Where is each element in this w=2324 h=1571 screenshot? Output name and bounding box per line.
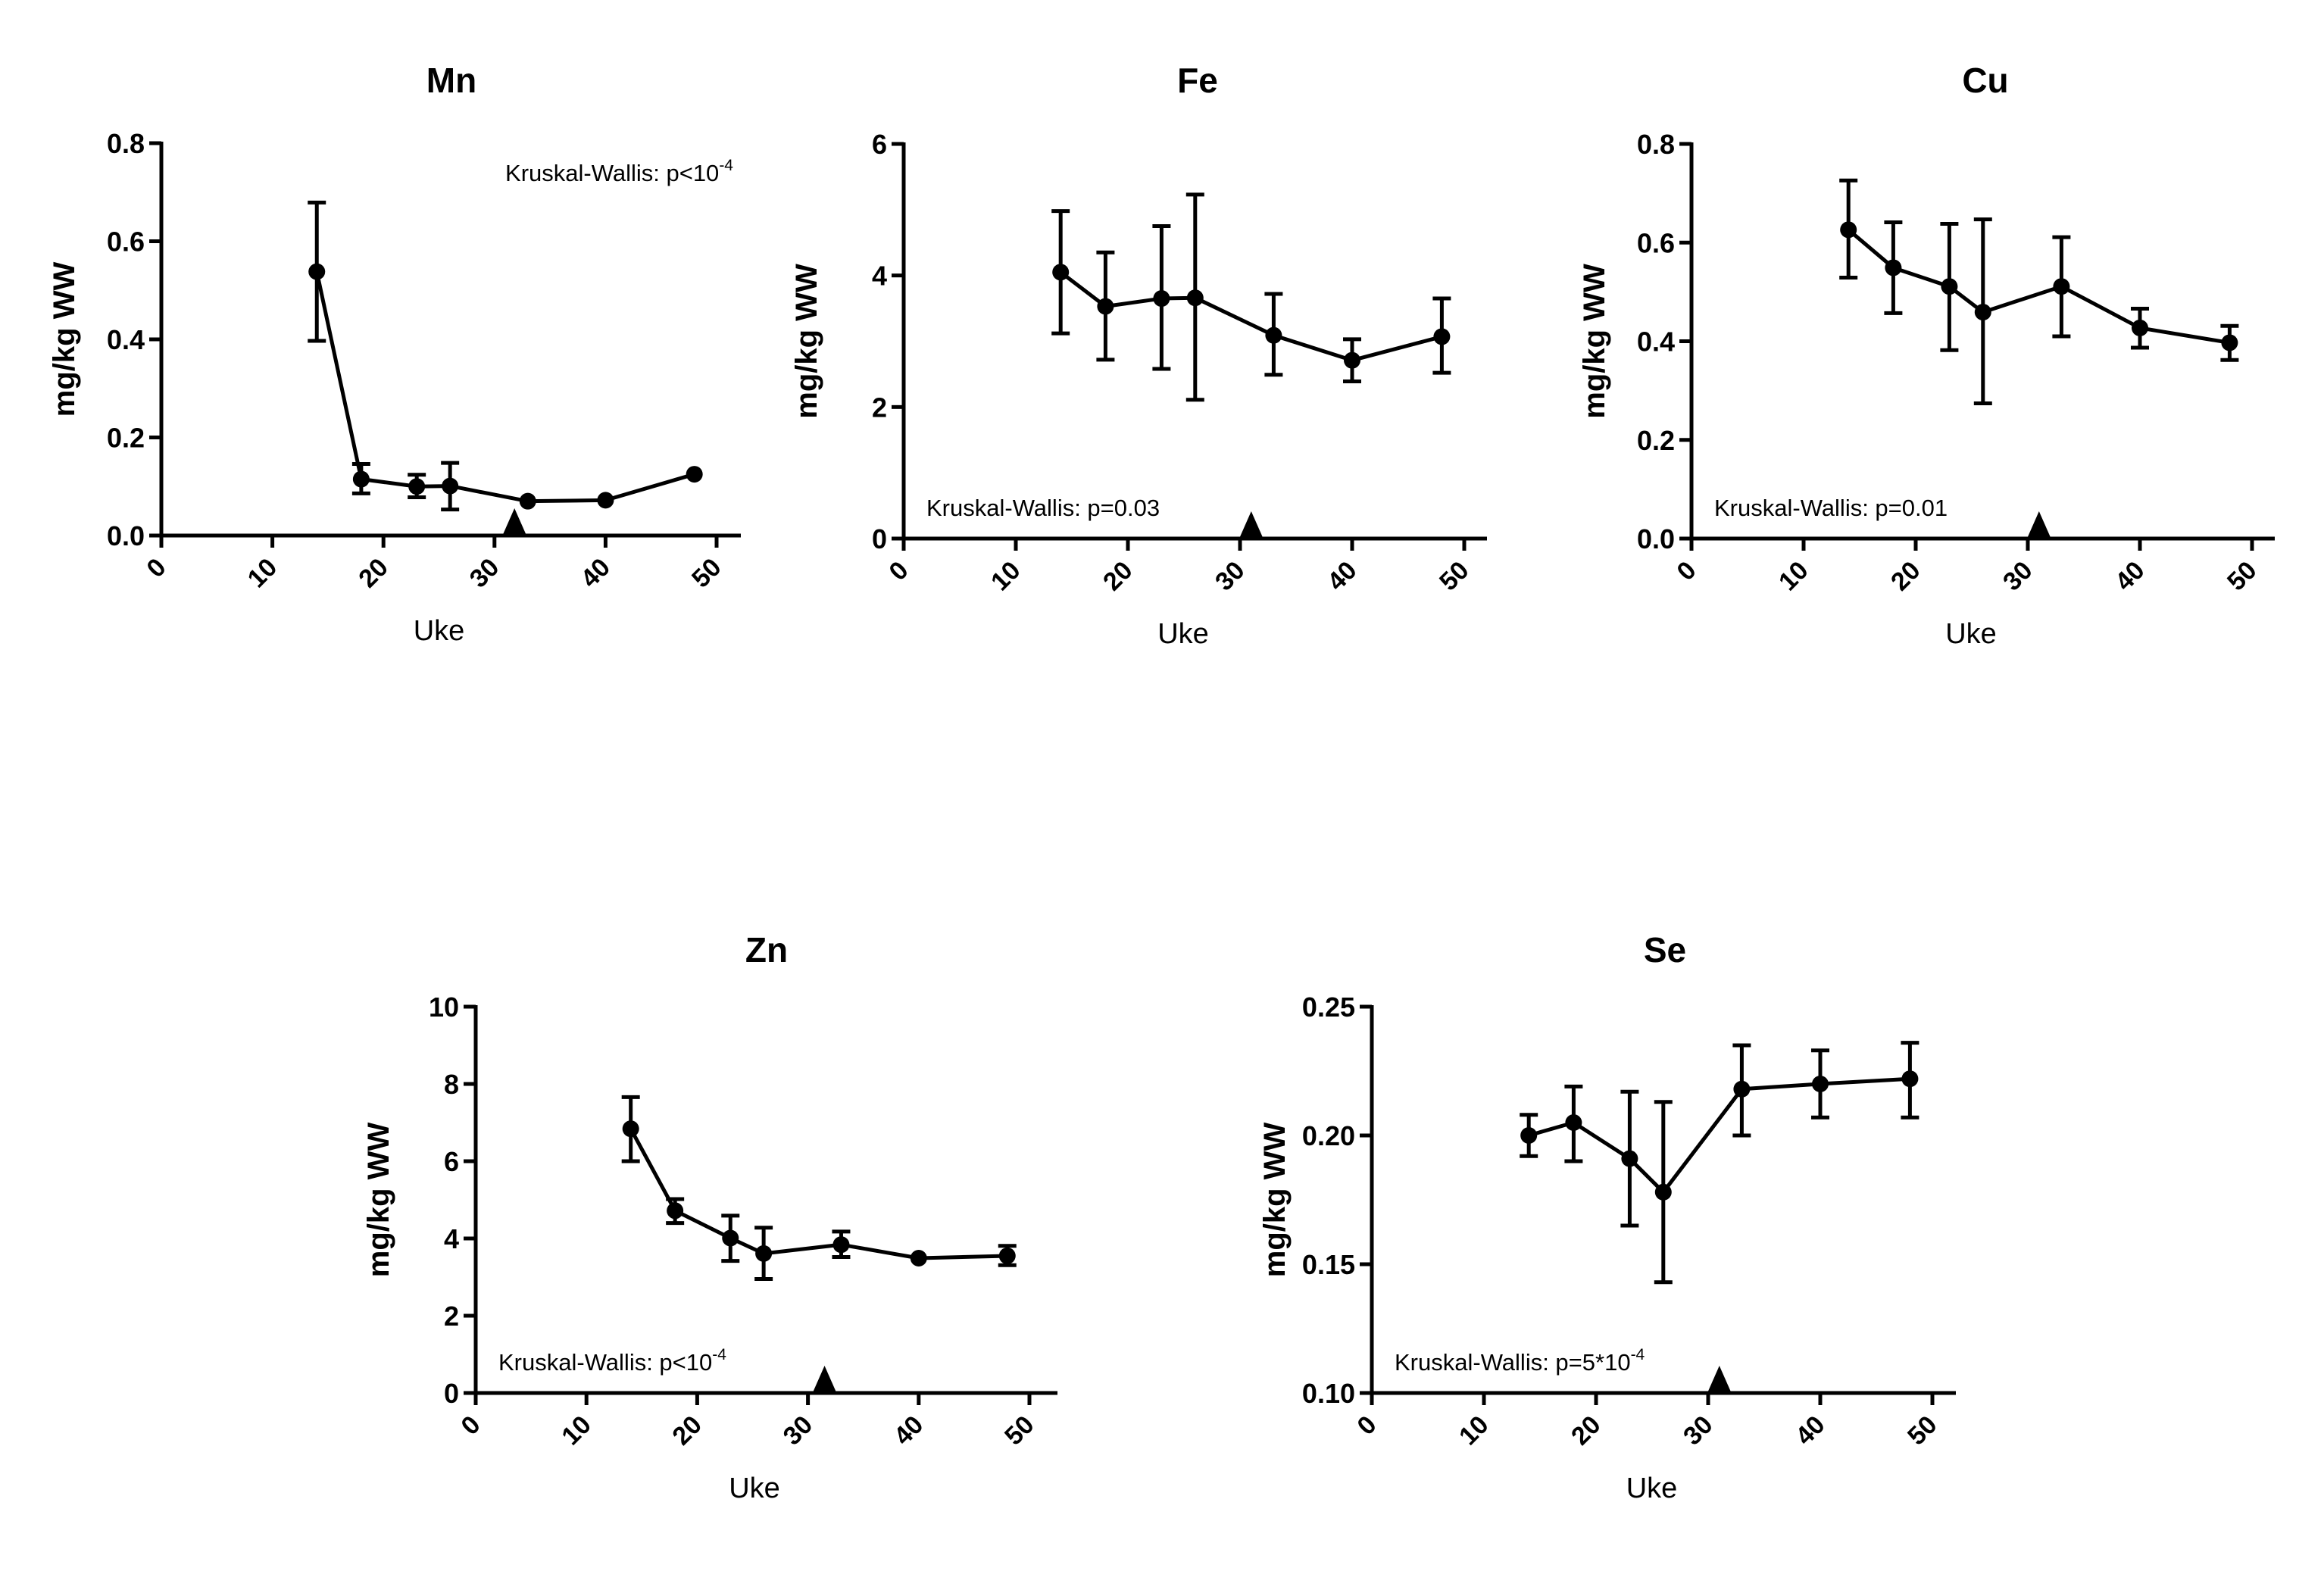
annotation-superscript: -4 — [712, 1346, 726, 1363]
x-axis-label: Uke — [414, 615, 465, 647]
data-point — [998, 1247, 1016, 1264]
kruskal-wallis-annotation: Kruskal-Wallis: p=0.01 — [1714, 495, 1948, 521]
y-tick-label: 0.2 — [1637, 425, 1675, 456]
data-point — [308, 263, 326, 280]
chart-title: Se — [1644, 930, 1686, 970]
data-point — [1097, 298, 1114, 315]
data-point — [832, 1236, 850, 1254]
data-point — [1812, 1076, 1829, 1092]
y-axis-label: mg/kg WW — [1578, 264, 1611, 419]
annotation-text: Kruskal-Wallis: p=0.03 — [926, 495, 1160, 521]
data-point — [910, 1250, 927, 1267]
data-point — [597, 492, 614, 509]
y-tick-label: 0.20 — [1302, 1120, 1355, 1151]
triangle-marker-icon — [503, 508, 526, 534]
chart-title: Zn — [745, 930, 788, 970]
data-point — [686, 466, 703, 483]
x-axis-label: Uke — [1626, 1473, 1678, 1504]
x-axis-label: Uke — [1945, 618, 1997, 650]
data-point — [1654, 1183, 1672, 1201]
data-point — [722, 1229, 739, 1247]
data-point — [2053, 278, 2070, 295]
y-tick-label: 4 — [444, 1223, 459, 1254]
data-point — [1433, 328, 1451, 345]
y-tick-label: 0.0 — [1637, 523, 1675, 554]
data-point — [1186, 289, 1204, 307]
data-point — [1565, 1114, 1582, 1131]
data-point — [408, 478, 426, 495]
triangle-marker-icon — [813, 1366, 836, 1391]
y-tick-label: 0.15 — [1302, 1249, 1355, 1280]
data-point — [2132, 319, 2148, 336]
x-axis-label: Uke — [729, 1473, 780, 1504]
annotation-superscript: -4 — [1631, 1346, 1645, 1363]
y-tick-label: 0.25 — [1302, 992, 1355, 1023]
y-tick-label: 0.8 — [1637, 129, 1675, 160]
y-tick-label: 0.6 — [107, 226, 145, 258]
data-point — [1885, 259, 1902, 276]
data-point — [1265, 326, 1282, 344]
y-tick-label: 0.8 — [107, 128, 145, 159]
data-point — [1901, 1070, 1919, 1088]
y-tick-label: 0 — [444, 1378, 459, 1409]
data-point — [442, 477, 459, 495]
y-tick-label: 6 — [444, 1146, 459, 1177]
y-axis-label: mg/kg WW — [48, 262, 81, 417]
y-axis-label: mg/kg WW — [790, 264, 823, 419]
data-point — [2221, 334, 2238, 351]
annotation-text: Kruskal-Wallis: p=5*10 — [1395, 1349, 1631, 1376]
y-tick-label: 0.10 — [1302, 1378, 1355, 1409]
y-tick-label: 0 — [872, 523, 887, 554]
triangle-marker-icon — [1239, 511, 1263, 537]
y-tick-label: 0.2 — [107, 423, 145, 454]
annotation-text: Kruskal-Wallis: p<10 — [498, 1349, 712, 1376]
data-point — [1733, 1080, 1751, 1098]
annotation-text: Kruskal-Wallis: p<10 — [505, 160, 719, 186]
kruskal-wallis-annotation: Kruskal-Wallis: p<10-4 — [505, 157, 733, 186]
y-tick-label: 10 — [429, 992, 459, 1023]
chart-title: Cu — [1962, 61, 2008, 100]
y-axis-label: mg/kg WW — [362, 1123, 395, 1278]
y-axis-label: mg/kg WW — [1258, 1123, 1292, 1278]
y-tick-label: 0.4 — [1637, 326, 1675, 358]
kruskal-wallis-annotation: Kruskal-Wallis: p=0.03 — [926, 495, 1160, 521]
data-point — [352, 470, 370, 488]
data-point — [755, 1245, 773, 1262]
triangle-marker-icon — [1707, 1366, 1731, 1391]
y-tick-label: 0.0 — [107, 520, 145, 551]
data-point — [1520, 1127, 1538, 1144]
y-tick-label: 6 — [872, 129, 887, 160]
chart-title: Fe — [1177, 61, 1218, 100]
data-point — [667, 1202, 684, 1220]
data-point — [1974, 304, 1991, 321]
y-tick-label: 0.4 — [107, 324, 145, 355]
data-point — [519, 492, 536, 510]
kruskal-wallis-annotation: Kruskal-Wallis: p<10-4 — [498, 1346, 726, 1376]
annotation-superscript: -4 — [719, 157, 733, 174]
x-axis-label: Uke — [1157, 618, 1209, 650]
kruskal-wallis-annotation: Kruskal-Wallis: p=5*10-4 — [1395, 1346, 1645, 1376]
data-point — [1840, 221, 1857, 239]
y-tick-label: 4 — [872, 261, 887, 292]
triangle-marker-icon — [2027, 511, 2051, 537]
data-point — [1052, 264, 1070, 281]
data-point — [1344, 351, 1360, 369]
data-point — [1941, 278, 1958, 295]
y-tick-label: 8 — [444, 1069, 459, 1100]
y-tick-label: 2 — [872, 392, 887, 423]
y-tick-label: 2 — [444, 1301, 459, 1332]
annotation-text: Kruskal-Wallis: p=0.01 — [1714, 495, 1948, 521]
data-point — [622, 1120, 639, 1138]
y-tick-label: 0.6 — [1637, 227, 1675, 258]
chart-title: Mn — [426, 61, 476, 100]
data-point — [1153, 290, 1170, 308]
data-point — [1621, 1150, 1638, 1167]
